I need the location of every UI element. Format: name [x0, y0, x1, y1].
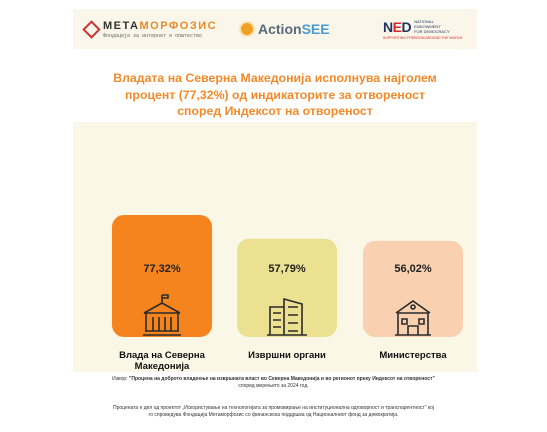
metamorfozis-tagline: Фондација за интернет и општество — [103, 32, 203, 39]
sun-icon — [241, 23, 253, 35]
source-caption: Извор: "Процена на доброто владеење на и… — [0, 376, 547, 389]
logo-header: МЕТАМОРФОЗИС Фондација за интернет и опш… — [73, 9, 477, 49]
title-line-2: процент (77,32%) од индикаторите за отво… — [125, 87, 425, 102]
source-suffix: според мерењето за 2024 год. — [238, 382, 309, 389]
actionsee-logo: ActionSEE — [241, 9, 330, 49]
ned-tagline: NATIONAL ENDOWMENT FOR DEMOCRACY — [414, 19, 450, 34]
data-label-2: 57,79% — [268, 263, 306, 275]
actionsee-name-a: Action — [258, 21, 302, 37]
metamorfozis-logo: МЕТАМОРФОЗИС Фондација за интернет и опш… — [82, 9, 218, 49]
data-label-1: 77,32% — [143, 263, 181, 275]
metamorfozis-name-b: МОРФОЗИС — [139, 19, 218, 32]
office-towers-icon — [267, 297, 307, 336]
bar-2 — [237, 238, 337, 337]
category-label-2: Извршни органи — [248, 350, 326, 361]
ned-name-a: N — [383, 18, 393, 35]
metamorfozis-mark-icon — [82, 19, 101, 39]
category-label-3: Министерства — [379, 350, 447, 361]
metamorfozis-name-a: МЕТА — [103, 19, 140, 32]
ned-subline: SUPPORTING FREEDOM AROUND THE WORLD — [383, 35, 463, 40]
data-label-3: 56,02% — [394, 263, 432, 275]
ministry-building-icon — [395, 300, 431, 336]
note-line-2: го спроведува Фондација Метаморфозис со … — [148, 411, 399, 418]
project-note: Процената е дел од проектот „Искористува… — [0, 405, 547, 418]
actionsee-name-b: SEE — [301, 21, 330, 37]
ned-name-c: D — [401, 18, 412, 35]
government-building-icon — [143, 294, 181, 336]
chart-title: Владата на Северна Македонија исполнува … — [90, 70, 460, 120]
title-line-1: Владата на Северна Македонија исполнува … — [113, 71, 437, 85]
source-title: "Процена на доброто владеење на извршнат… — [128, 376, 435, 382]
ned-name-b: E — [392, 18, 402, 35]
chart-panel: 77,32% Влада на Северна Македонија 57,79% Из… — [73, 122, 477, 372]
note-line-1: Процената е дел од проектот „Искористува… — [112, 405, 434, 411]
source-prefix: Извор: — [112, 376, 129, 382]
title-line-3: според Индексот на отвореност — [177, 104, 373, 118]
category-label-1-line-1: Влада на Северна — [119, 350, 205, 361]
bar-1 — [112, 214, 212, 337]
bar-3 — [363, 240, 463, 337]
category-label-1-line-2: Македонија — [135, 361, 190, 372]
ned-logo: NED NATIONAL ENDOWMENT FOR DEMOCRACY SUP… — [383, 9, 462, 49]
